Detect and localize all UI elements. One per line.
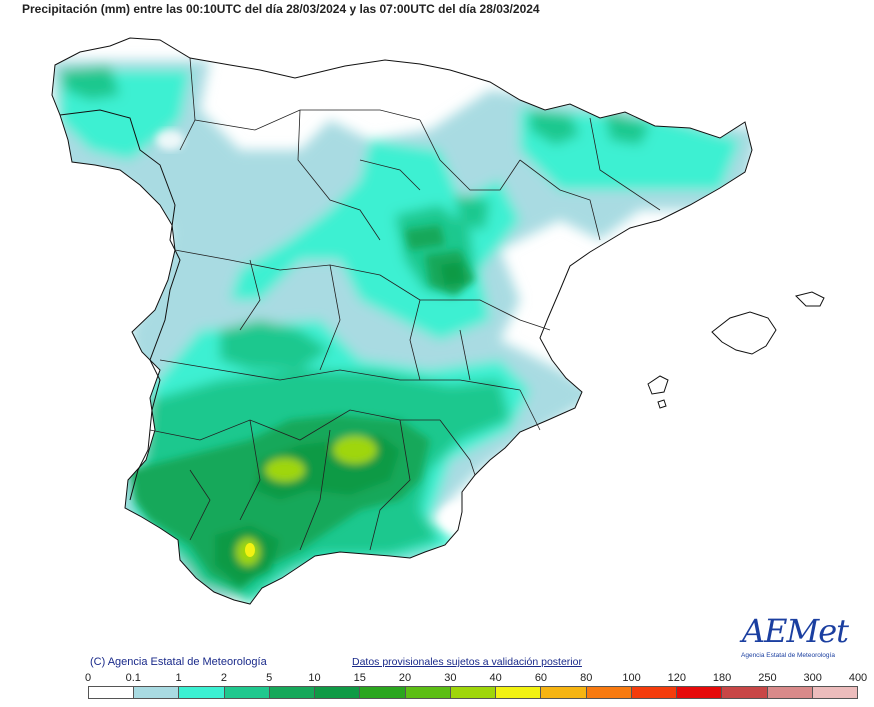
precipitation-field xyxy=(52,60,752,604)
disclaimer-link[interactable]: Datos provisionales sujetos a validación… xyxy=(352,656,582,668)
legend-swatch xyxy=(767,687,813,698)
copyright-text: (C) Agencia Estatal de Meteorología xyxy=(90,656,267,668)
legend-label: 10 xyxy=(308,672,321,684)
legend-swatch xyxy=(677,687,723,698)
legend-swatch xyxy=(360,687,406,698)
legend-swatch xyxy=(541,687,587,698)
legend-swatch xyxy=(315,687,361,698)
legend-swatch xyxy=(586,687,632,698)
legend-label: 40 xyxy=(489,672,502,684)
legend-swatch xyxy=(631,687,678,698)
map-title: Precipitación (mm) entre las 00:10UTC de… xyxy=(22,2,540,16)
legend-label: 100 xyxy=(622,672,641,684)
legend-label: 180 xyxy=(712,672,732,684)
legend-swatch xyxy=(496,687,542,698)
legend-label: 60 xyxy=(534,672,548,684)
legend-label: 0.1 xyxy=(125,672,141,684)
legend-label: 300 xyxy=(803,672,822,684)
legend-label: 250 xyxy=(758,672,777,684)
legend-swatch xyxy=(450,687,497,698)
legend-label: 30 xyxy=(444,672,457,684)
legend-label: 15 xyxy=(353,672,366,684)
legend-swatch xyxy=(722,687,768,698)
legend-label: 1 xyxy=(175,672,182,684)
legend-swatch xyxy=(89,687,135,698)
legend-color-bar xyxy=(88,686,858,699)
legend-label: 400 xyxy=(848,672,868,684)
legend-label: 5 xyxy=(266,672,273,684)
logo-wordmark: AEMet xyxy=(742,612,849,650)
legend-swatch xyxy=(269,687,316,698)
legend-swatch xyxy=(224,687,270,698)
legend-label: 2 xyxy=(220,672,227,684)
regional-borders xyxy=(149,57,661,551)
balearic-islands xyxy=(647,291,825,409)
legend-swatch xyxy=(134,687,180,698)
legend-swatch xyxy=(812,687,857,698)
legend-label: 80 xyxy=(580,672,593,684)
legend-labels: 0 0.1 1 2 5 10 15 20 30 40 60 80 100 120 180 250 300 400 xyxy=(0,672,874,686)
legend-swatch xyxy=(405,687,451,698)
legend-swatch xyxy=(179,687,225,698)
legend-label: 120 xyxy=(667,672,686,684)
legend-label: 20 xyxy=(398,672,412,684)
logo-subtitle: Agencia Estatal de Meteorología xyxy=(741,652,835,659)
legend-label: 0 xyxy=(84,672,92,684)
aemet-logo: AEMet Agencia Estatal de Meteorología xyxy=(738,612,858,664)
